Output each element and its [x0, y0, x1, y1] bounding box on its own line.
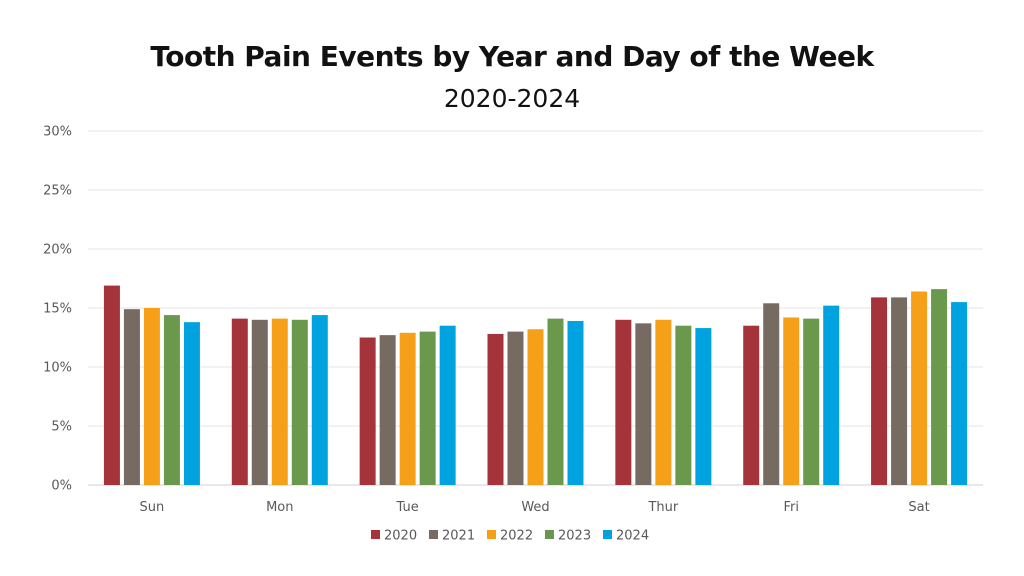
x-axis-ticks: Sun Mon Tue Wed Thur Fri Sat: [140, 500, 930, 515]
bar-2022-mon: [271, 318, 288, 485]
bar-2023-thur: [675, 325, 692, 485]
bar-2020-tue: [359, 337, 376, 485]
bar-2023-fri: [803, 318, 820, 485]
bar-2021-fri: [763, 303, 780, 485]
bar-2022-sun: [143, 308, 160, 485]
x-tick-label: Wed: [521, 500, 549, 515]
bar-2024-tue: [439, 325, 456, 485]
y-tick-label: 15%: [43, 302, 72, 317]
legend-swatch: [371, 530, 380, 539]
legend-swatch: [487, 530, 496, 539]
y-tick-label: 30%: [43, 125, 72, 140]
bar-2020-sat: [871, 297, 888, 485]
y-tick-label: 20%: [43, 243, 72, 258]
bar-2022-tue: [399, 332, 416, 485]
chart-subtitle: 2020-2024: [443, 84, 581, 113]
bar-2023-mon: [291, 319, 308, 485]
bar-2022-sat: [911, 291, 928, 485]
bar-2023-sun: [163, 315, 180, 485]
bar-2023-wed: [547, 318, 564, 485]
y-tick-label: 10%: [43, 361, 72, 376]
bar-2022-thur: [655, 319, 672, 485]
legend: 2020 2021 2022 2023 2024: [371, 529, 649, 544]
bar-2023-sat: [931, 289, 948, 485]
legend-item-label: 2020: [384, 529, 417, 544]
bar-2021-thur: [635, 323, 652, 485]
bar-2022-wed: [527, 329, 544, 485]
bar-2024-thur: [695, 328, 712, 485]
legend-swatch: [603, 530, 612, 539]
y-tick-label: 5%: [51, 420, 72, 435]
bar-2024-wed: [567, 320, 584, 485]
bar-2020-fri: [743, 325, 760, 485]
legend-swatch: [545, 530, 554, 539]
bar-2021-sat: [891, 297, 908, 485]
bar-2020-mon: [231, 318, 248, 485]
x-tick-label: Sat: [908, 500, 929, 515]
bars: [103, 285, 968, 485]
legend-item-label: 2024: [616, 529, 649, 544]
x-tick-label: Tue: [396, 500, 419, 515]
bar-2024-sat: [951, 302, 968, 485]
bar-2020-sun: [103, 285, 120, 485]
bar-2021-sun: [123, 309, 140, 485]
legend-item-label: 2022: [500, 529, 533, 544]
bar-2023-tue: [419, 331, 436, 485]
legend-item-label: 2023: [558, 529, 591, 544]
x-tick-label: Sun: [140, 500, 165, 515]
bar-2024-sun: [183, 322, 200, 485]
legend-item-label: 2021: [442, 529, 475, 544]
x-tick-label: Fri: [783, 500, 799, 515]
chart-title: Tooth Pain Events by Year and Day of the…: [150, 40, 874, 73]
bar-2020-thur: [615, 319, 632, 485]
bar-2024-mon: [311, 315, 328, 485]
bar-2024-fri: [823, 305, 840, 485]
y-tick-label: 25%: [43, 184, 72, 199]
legend-swatch: [429, 530, 438, 539]
y-tick-label: 0%: [51, 479, 72, 494]
x-tick-label: Thur: [647, 500, 678, 515]
x-tick-label: Mon: [266, 500, 293, 515]
bar-2021-mon: [251, 319, 268, 485]
bar-2021-wed: [507, 331, 524, 485]
y-axis-ticks: 0% 5% 10% 15% 20% 25% 30%: [43, 125, 72, 494]
bar-2020-wed: [487, 333, 504, 485]
bar-2022-fri: [783, 317, 800, 485]
bar-2021-tue: [379, 335, 396, 485]
